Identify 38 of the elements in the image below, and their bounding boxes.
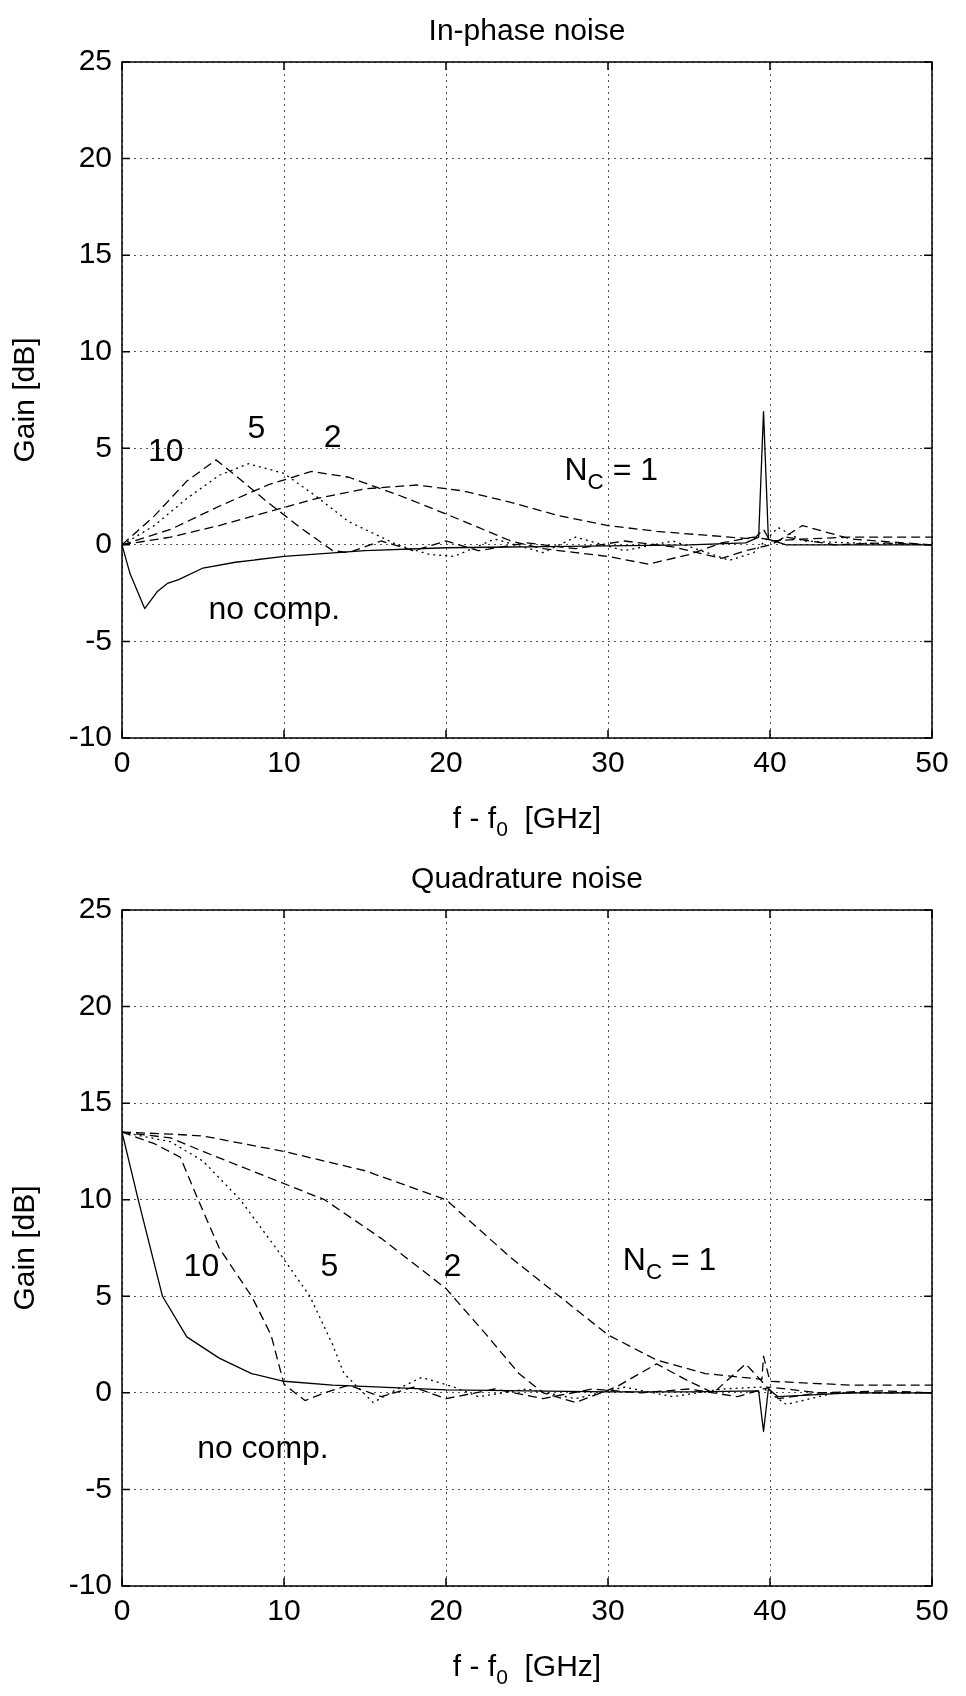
- x-tick-label: 20: [429, 1593, 463, 1627]
- y-tick-label: 25: [78, 43, 112, 77]
- x-tick-label: 20: [429, 745, 463, 779]
- y-tick-label: 20: [78, 139, 112, 173]
- annotation: no comp.: [208, 590, 341, 627]
- y-axis-title: Gain [dB]: [7, 337, 41, 463]
- y-tick-label: 20: [78, 987, 112, 1021]
- annotation: 10: [183, 1247, 220, 1284]
- y-tick-label: 0: [95, 526, 112, 560]
- y-tick-label: 10: [78, 332, 112, 366]
- x-tick-label: 30: [591, 1593, 625, 1627]
- chart-title: Quadrature noise: [411, 861, 643, 895]
- annotation: 5: [247, 408, 266, 445]
- annotation: 5: [320, 1247, 339, 1284]
- y-tick-label: 25: [78, 891, 112, 925]
- y-tick-label: -10: [68, 719, 112, 753]
- x-tick-label: 50: [915, 745, 949, 779]
- y-tick-label: 5: [95, 429, 112, 463]
- x-tick-label: 10: [267, 745, 301, 779]
- chart-title: In-phase noise: [428, 13, 626, 47]
- y-tick-label: -5: [85, 1470, 112, 1504]
- y-axis-title: Gain [dB]: [7, 1185, 41, 1311]
- y-tick-label: 15: [78, 236, 112, 270]
- annotation: 2: [443, 1247, 462, 1284]
- y-tick-label: 0: [95, 1374, 112, 1408]
- x-tick-label: 40: [753, 1593, 787, 1627]
- x-tick-label: 50: [915, 1593, 949, 1627]
- y-tick-label: 5: [95, 1277, 112, 1311]
- annotation: 10: [147, 431, 184, 468]
- x-tick-label: 40: [753, 745, 787, 779]
- annotation: no comp.: [197, 1428, 329, 1465]
- annotation: 2: [323, 418, 342, 455]
- y-tick-label: 15: [78, 1084, 112, 1118]
- y-tick-label: -10: [68, 1567, 112, 1601]
- y-tick-label: 10: [78, 1180, 112, 1214]
- y-tick-label: -5: [85, 622, 112, 656]
- x-tick-label: 30: [591, 745, 625, 779]
- x-tick-label: 10: [267, 1593, 301, 1627]
